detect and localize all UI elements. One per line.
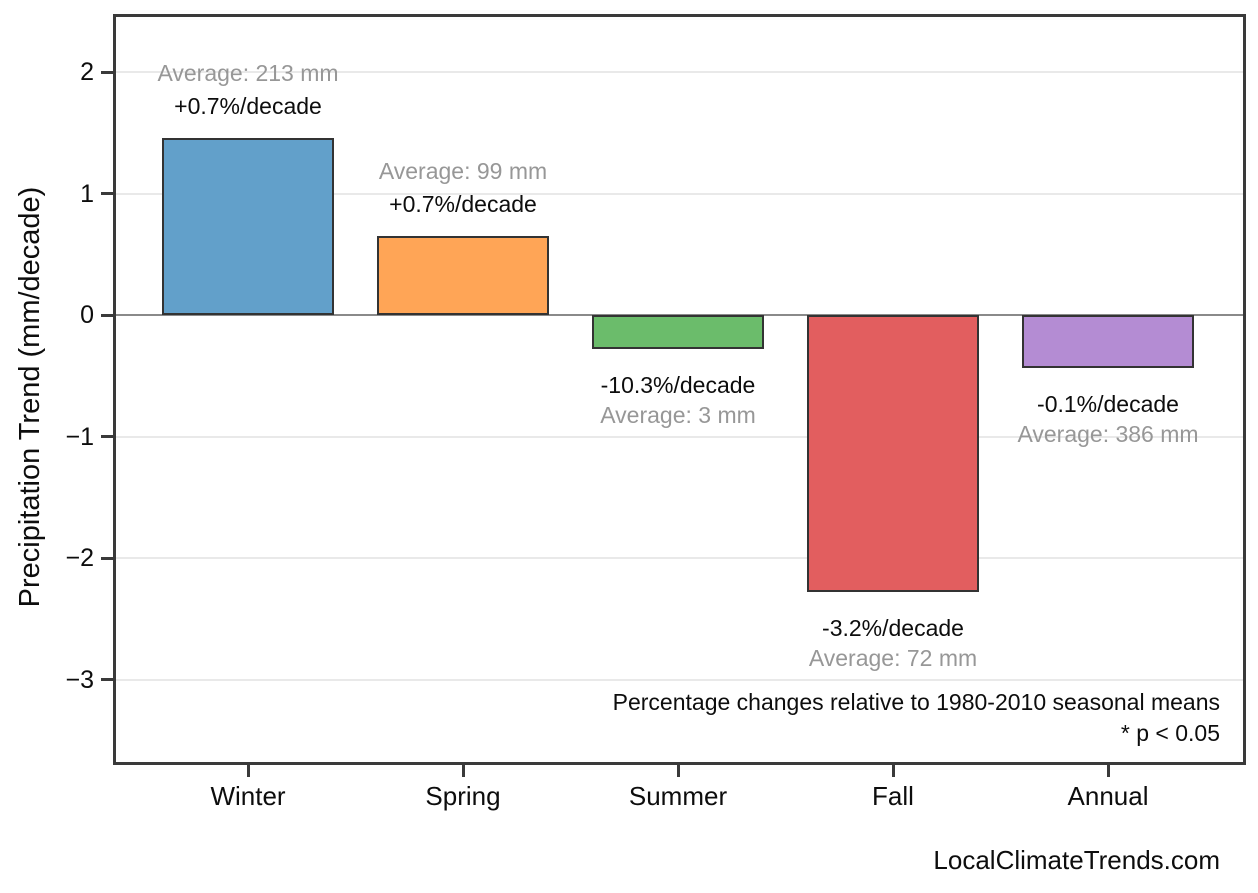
bar-average-label: Average: 386 mm <box>1017 421 1199 448</box>
y-tick-label: 2 <box>80 58 94 86</box>
bar-fall <box>807 315 979 593</box>
y-tick-mark <box>101 70 113 74</box>
x-tick-label-spring: Spring <box>425 781 501 811</box>
plot-area: Percentage changes relative to 1980-2010… <box>113 14 1246 765</box>
gridline <box>116 557 1243 559</box>
x-tick-mark <box>461 765 465 777</box>
bar-average-label: Average: 3 mm <box>600 402 756 429</box>
note-line-2: * p < 0.05 <box>1120 720 1220 746</box>
x-tick-mark <box>246 765 250 777</box>
y-tick-label: −3 <box>65 665 94 694</box>
gridline <box>116 435 1243 438</box>
bar-percent-label: -3.2%/decade <box>822 615 964 642</box>
x-tick-label-summer: Summer <box>628 781 728 811</box>
bar-spring <box>377 236 549 315</box>
y-tick-label: 1 <box>80 179 94 208</box>
watermark: LocalClimateTrends.com <box>933 845 1220 875</box>
bar-average-label: Average: 72 mm <box>808 645 978 672</box>
bar-percent-label: -0.1%/decade <box>1037 391 1179 418</box>
gridline <box>116 678 1243 681</box>
x-tick-mark <box>891 765 895 777</box>
y-tick-mark <box>101 313 113 317</box>
note-line-1: Percentage changes relative to 1980-2010… <box>612 689 1220 715</box>
bar-average-label: Average: 213 mm <box>157 59 339 86</box>
bar-annual <box>1022 315 1194 369</box>
y-tick-mark <box>101 192 113 195</box>
x-tick-mark <box>676 765 680 777</box>
y-axis-title: Precipitation Trend (mm/decade) <box>14 186 46 608</box>
y-tick-mark <box>101 435 113 438</box>
gridline <box>116 71 1243 73</box>
x-tick-label-winter: Winter <box>210 781 286 811</box>
bar-winter <box>162 137 334 315</box>
bar-percent-label: +0.7%/decade <box>174 92 322 119</box>
y-tick-mark <box>101 556 113 560</box>
y-tick-label: 0 <box>80 301 94 329</box>
gridline <box>116 192 1243 195</box>
x-tick-mark <box>1106 765 1110 777</box>
bar-average-label: Average: 99 mm <box>378 158 548 185</box>
y-tick-label: −2 <box>65 544 94 572</box>
y-tick-mark <box>101 678 113 681</box>
bar-percent-label: -10.3%/decade <box>600 372 756 399</box>
y-tick-label: −1 <box>65 422 94 451</box>
x-tick-label-annual: Annual <box>1067 781 1149 811</box>
bar-summer <box>592 315 764 350</box>
x-tick-label-fall: Fall <box>872 781 914 811</box>
chart-note: Percentage changes relative to 1980-2010… <box>613 687 1220 749</box>
bar-percent-label: +0.7%/decade <box>389 191 537 218</box>
